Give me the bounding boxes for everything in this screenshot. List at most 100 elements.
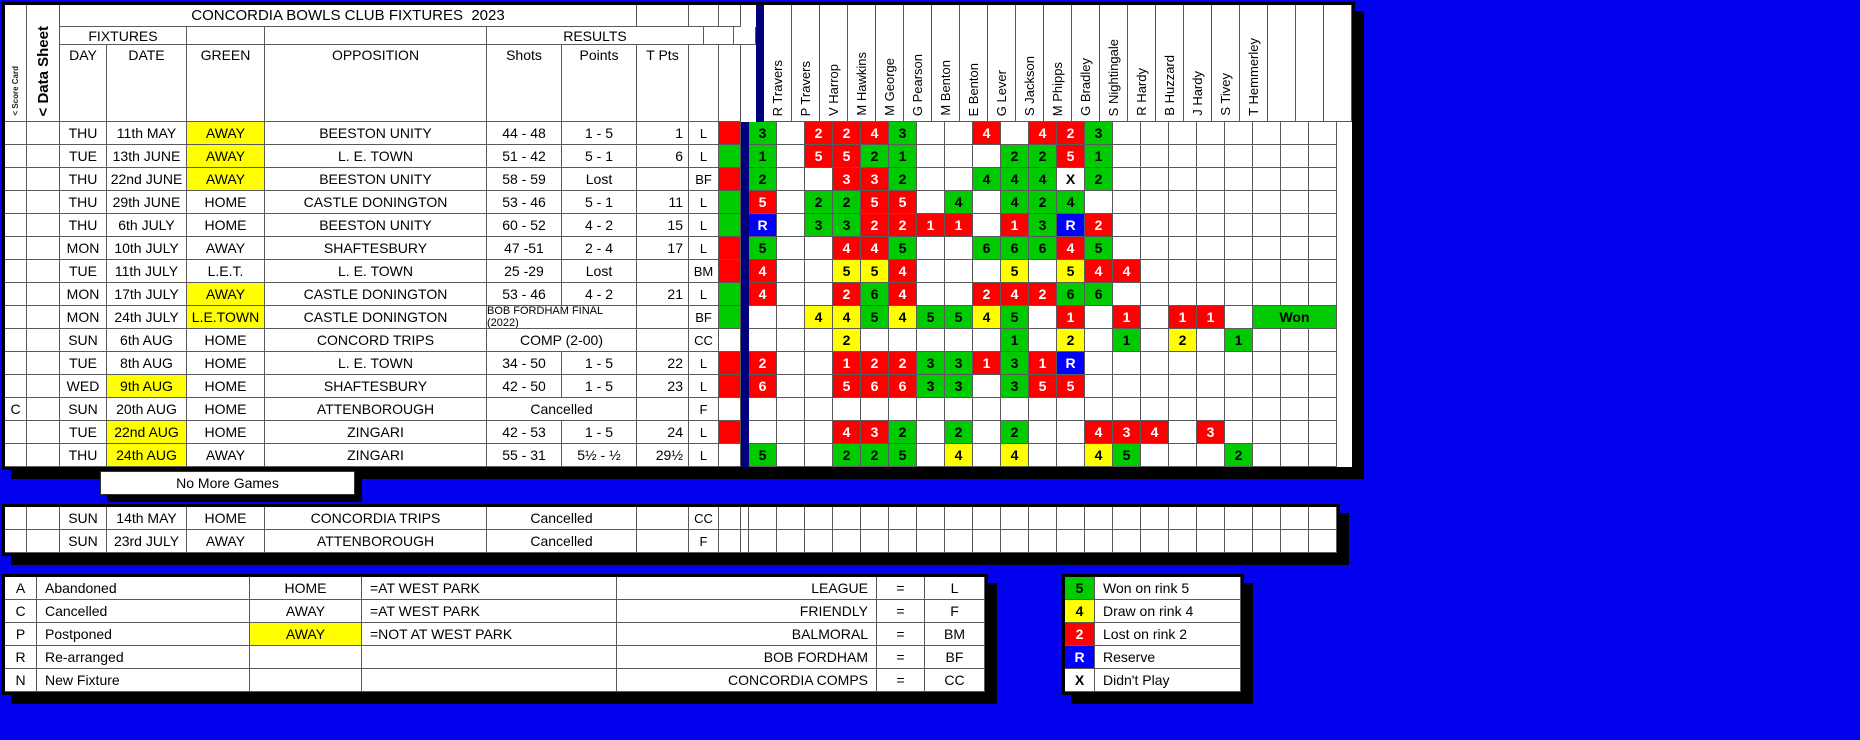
rink-result-cell[interactable]: 3 [1085,122,1113,145]
grid-cell[interactable] [1113,530,1141,553]
competition-code-cell[interactable]: L [689,444,719,467]
rink-result-cell[interactable]: 5 [833,375,861,398]
shots-cell[interactable]: 47 -51 [487,237,562,260]
grid-cell[interactable] [1113,145,1141,168]
rink-result-cell[interactable]: 1 [1029,352,1057,375]
rink-result-cell[interactable]: 2 [973,283,1001,306]
grid-cell[interactable] [805,260,833,283]
rink-result-cell[interactable]: 3 [833,214,861,237]
grid-cell[interactable] [805,530,833,553]
legend-description-cell[interactable]: New Fixture [37,669,250,692]
player-header[interactable]: R Hardy [1128,5,1156,122]
competition-code-cell[interactable]: L [689,421,719,444]
grid-cell[interactable] [861,398,889,421]
merged-result-cell[interactable]: Cancelled [487,530,637,553]
grid-cell[interactable] [1141,375,1169,398]
grid-cell[interactable] [777,168,805,191]
date-cell[interactable]: 10th JULY [107,237,187,260]
rink-result-cell[interactable]: 2 [833,283,861,306]
competition-code-cell[interactable]: L [689,122,719,145]
player-header[interactable]: M Hawkins [848,5,876,122]
grid-cell[interactable] [1281,145,1309,168]
green-cell[interactable]: HOME [187,507,265,530]
player-header-empty[interactable] [1268,5,1296,122]
competition-code-cell[interactable]: F [689,398,719,421]
grid-cell[interactable] [1281,237,1309,260]
grid-cell[interactable] [1197,375,1225,398]
status-flag-cell[interactable] [5,237,27,260]
date-cell[interactable]: 22nd AUG [107,421,187,444]
grid-cell[interactable] [917,329,945,352]
legend-competition-cell[interactable]: BALMORAL [617,623,877,646]
green-cell[interactable]: AWAY [187,168,265,191]
day-cell[interactable]: SUN [60,398,107,421]
grid-cell[interactable] [917,168,945,191]
date-cell[interactable]: 11th MAY [107,122,187,145]
legend-key-cell[interactable]: R [5,646,37,669]
legend-color-key-cell[interactable]: R [1065,646,1095,669]
grid-cell[interactable] [1309,214,1337,237]
grid-cell[interactable] [1225,507,1253,530]
data-sheet-cell[interactable] [27,421,60,444]
column-header-points[interactable]: Points [562,45,637,122]
rink-result-cell[interactable]: 2 [889,421,917,444]
grid-cell[interactable] [1113,375,1141,398]
total-points-cell[interactable]: 15 [637,214,689,237]
grid-cell[interactable] [1225,398,1253,421]
grid-cell[interactable] [1085,306,1113,329]
legend-color-key-cell[interactable]: 5 [1065,577,1095,600]
grid-cell[interactable] [1057,507,1085,530]
legend-venue-cell[interactable]: AWAY [250,623,362,646]
grid-cell[interactable] [1253,329,1281,352]
column-header-shots[interactable]: Shots [487,45,562,122]
opposition-cell[interactable]: BEESTON UNITY [265,122,487,145]
rink-result-cell[interactable]: 1 [917,214,945,237]
rink-result-cell[interactable]: 4 [1029,168,1057,191]
rink-result-cell[interactable]: 2 [833,444,861,467]
grid-cell[interactable] [777,352,805,375]
player-header-empty[interactable] [1296,5,1324,122]
date-cell[interactable]: 17th JULY [107,283,187,306]
total-points-cell[interactable] [637,306,689,329]
legend-key-cell[interactable]: N [5,669,37,692]
rink-result-cell[interactable]: 2 [1225,444,1253,467]
grid-cell[interactable] [973,145,1001,168]
day-cell[interactable]: MON [60,306,107,329]
rink-result-cell[interactable]: 5 [749,237,777,260]
day-cell[interactable]: THU [60,168,107,191]
no-more-games-box[interactable]: No More Games [100,471,355,495]
day-cell[interactable]: SUN [60,507,107,530]
rink-result-cell[interactable]: 4 [973,168,1001,191]
rink-result-cell[interactable]: 5 [861,191,889,214]
rink-result-cell[interactable]: 4 [833,306,861,329]
status-flag-cell[interactable] [5,444,27,467]
date-cell[interactable]: 8th AUG [107,352,187,375]
grid-cell[interactable] [1253,168,1281,191]
player-header[interactable]: M Phipps [1044,5,1072,122]
rink-result-cell[interactable]: 3 [917,352,945,375]
grid-cell[interactable] [1281,352,1309,375]
grid-cell[interactable] [1001,122,1029,145]
grid-cell[interactable] [777,283,805,306]
competition-code-cell[interactable]: L [689,145,719,168]
grid-cell[interactable] [1113,214,1141,237]
rink-result-cell[interactable]: 6 [749,375,777,398]
rink-result-cell[interactable]: 5 [805,145,833,168]
rink-result-cell[interactable]: 6 [1057,283,1085,306]
data-sheet-cell[interactable] [27,530,60,553]
grid-cell[interactable] [1169,214,1197,237]
competition-code-cell[interactable]: CC [689,507,719,530]
data-sheet-cell[interactable] [27,283,60,306]
grid-cell[interactable] [1253,214,1281,237]
rink-result-cell[interactable]: 5 [1029,375,1057,398]
rink-result-cell[interactable]: 4 [1057,191,1085,214]
opposition-cell[interactable]: BEESTON UNITY [265,168,487,191]
grid-cell[interactable] [805,352,833,375]
header-blank[interactable] [187,27,265,45]
grid-cell[interactable] [777,444,805,467]
grid-cell[interactable] [917,398,945,421]
status-flag-cell[interactable] [5,306,27,329]
header-blank[interactable] [734,27,756,45]
rink-result-cell[interactable]: 5 [889,191,917,214]
rink-result-cell[interactable]: 4 [749,283,777,306]
